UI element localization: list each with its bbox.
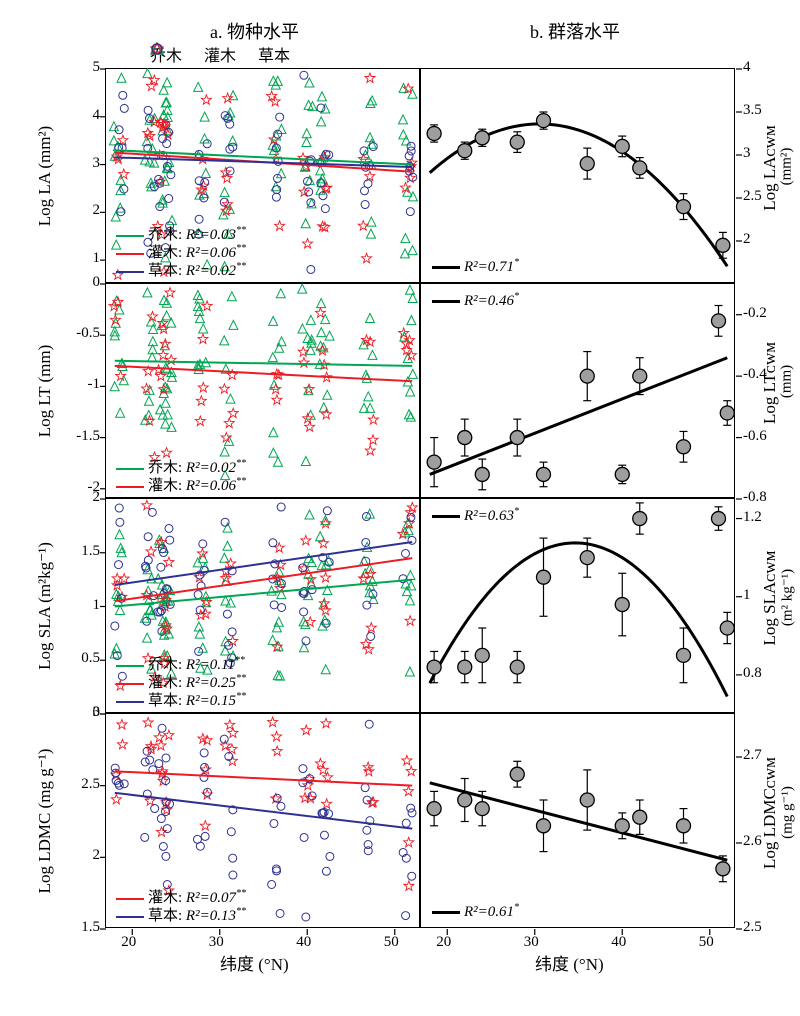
ytick-r: 3.5 xyxy=(743,102,762,119)
r2-shrub: 灌木: R²=0.06** xyxy=(116,474,246,495)
ytick-r: 2.7 xyxy=(743,747,762,764)
xtick-l: 40 xyxy=(296,934,311,951)
ytick: -0.5 xyxy=(68,325,100,342)
ytick: 1 xyxy=(68,597,100,614)
ylabel-left-0: Log LA (mm²) xyxy=(35,76,55,276)
r2-herb: 草本: R²=0.15** xyxy=(116,689,246,710)
ylabel-left-2: Log SLA (m²kg⁻¹) xyxy=(35,506,55,706)
ytick: 0 xyxy=(68,274,100,291)
legend-herb: 草本 xyxy=(258,48,290,65)
ylabel-right-0-2: (mm²) xyxy=(779,76,796,256)
r2-right-3: R²=0.61* xyxy=(432,902,519,921)
ylabel-right-1-2: (mm) xyxy=(779,291,796,471)
r2-herb: 草本: R²=0.02** xyxy=(116,259,246,280)
xtick-r: 50 xyxy=(699,934,714,951)
ytick-r: 2.5 xyxy=(743,919,762,936)
ytick-r: 3 xyxy=(743,145,751,162)
ytick: 4 xyxy=(68,107,100,124)
xtick-r: 30 xyxy=(524,934,539,951)
ytick-r: 1 xyxy=(743,587,751,604)
legend: 乔木 灌木 草本 xyxy=(150,42,308,66)
xtick-l: 50 xyxy=(384,934,399,951)
ytick: 2.5 xyxy=(68,776,100,793)
ytick-r: -0.8 xyxy=(743,489,767,506)
ytick-r: 1.2 xyxy=(743,509,762,526)
ylabel-left-3: Log LDMC (mg g⁻¹) xyxy=(35,721,55,921)
xtick-l: 30 xyxy=(209,934,224,951)
ytick: -1.5 xyxy=(68,428,100,445)
r2-right-1: R²=0.46* xyxy=(432,291,519,310)
ylabel-right-1-1: Log LTᴄᴡᴍ xyxy=(760,293,780,473)
panel-right-3 xyxy=(420,713,735,928)
ytick: 2 xyxy=(68,847,100,864)
ytick-r: 0.8 xyxy=(743,665,762,682)
panel-right-1 xyxy=(420,283,735,498)
ytick-r: 2.6 xyxy=(743,833,762,850)
ytick: 3 xyxy=(68,155,100,172)
ytick-r: 2.5 xyxy=(743,188,762,205)
xlabel-right: 纬度 (°N) xyxy=(535,950,604,975)
legend-shrub: 灌木 xyxy=(204,48,236,65)
ylabel-right-2-2: (m² kg⁻¹) xyxy=(778,507,797,687)
ytick: 3 xyxy=(68,704,100,721)
ytick-r: 4 xyxy=(743,59,751,76)
xtick-l: 20 xyxy=(121,934,136,951)
ytick: 0.5 xyxy=(68,650,100,667)
ytick: -1 xyxy=(68,376,100,393)
ytick: 2 xyxy=(68,202,100,219)
ytick: 5 xyxy=(68,59,100,76)
col-a-title: a. 物种水平 xyxy=(210,18,299,44)
r2-right-0: R²=0.71* xyxy=(432,257,519,276)
ylabel-right-3-2: (mg g⁻¹) xyxy=(778,722,797,902)
xlabel-left: 纬度 (°N) xyxy=(220,950,289,975)
ytick: 1 xyxy=(68,250,100,267)
xtick-r: 20 xyxy=(436,934,451,951)
ylabel-left-1: Log LT (mm) xyxy=(35,291,55,491)
ylabel-right-0-1: Log LAᴄᴡᴍ xyxy=(760,78,780,258)
figure-container: a. 物种水平 b. 群落水平 乔木 灌木 草本 12345Log LA (mm… xyxy=(90,20,770,980)
col-b-title: b. 群落水平 xyxy=(530,18,620,44)
panel-right-2 xyxy=(420,498,735,713)
ytick: 2 xyxy=(68,489,100,506)
r2-right-2: R²=0.63* xyxy=(432,506,519,525)
ytick: 1.5 xyxy=(68,543,100,560)
r2-herb: 草本: R²=0.13** xyxy=(116,904,246,925)
ytick: 1.5 xyxy=(68,919,100,936)
xtick-r: 40 xyxy=(611,934,626,951)
ytick-r: 2 xyxy=(743,231,751,248)
panel-right-0 xyxy=(420,68,735,283)
